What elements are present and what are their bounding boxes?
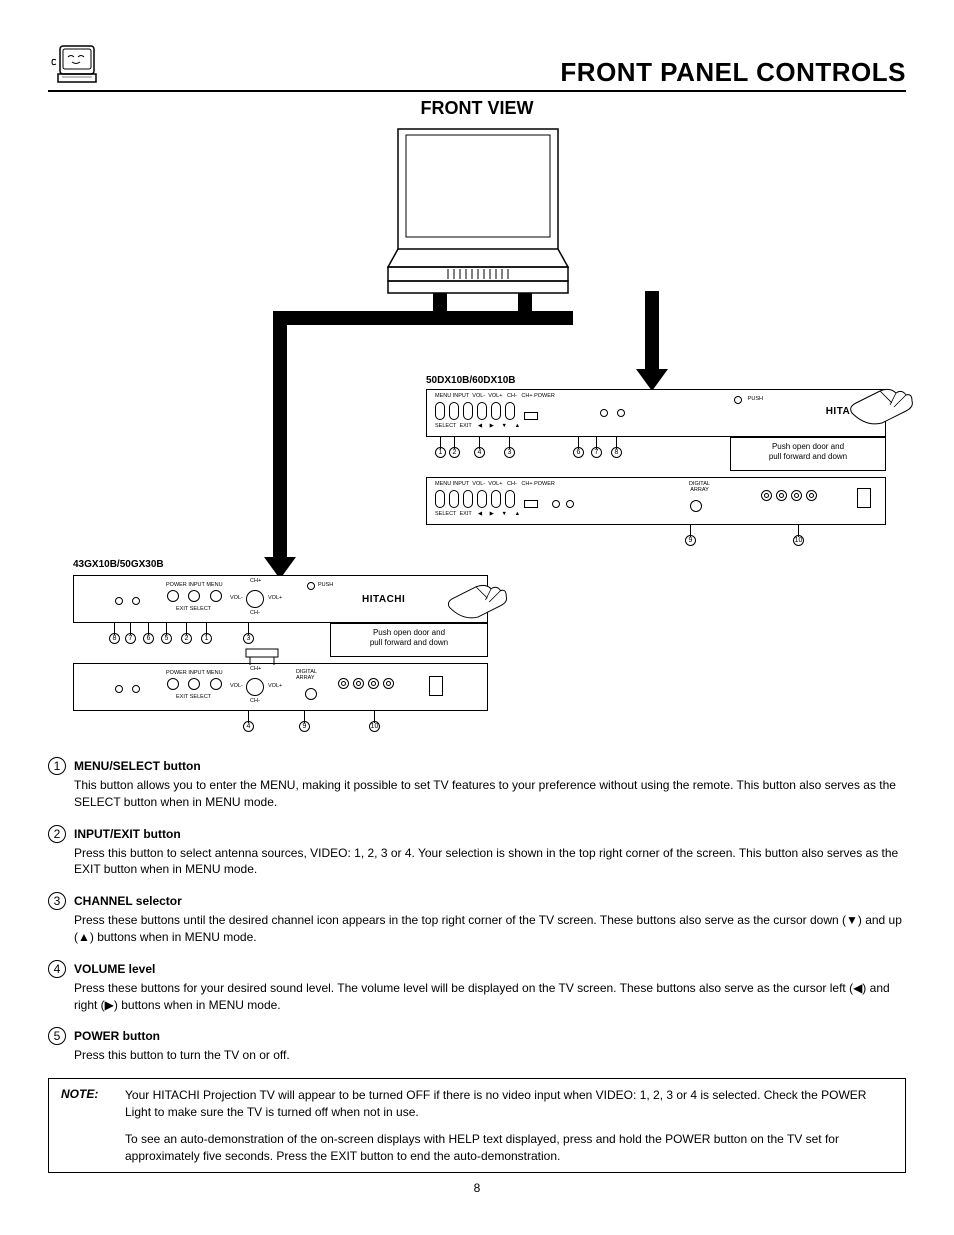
note-p2: To see an auto-demonstration of the on-s…: [125, 1131, 893, 1165]
description-item: 4 VOLUME level Press these buttons for you…: [48, 960, 906, 1014]
desc-title: CHANNEL selector: [74, 894, 182, 908]
desc-number: 5: [48, 1027, 66, 1045]
note-box: NOTE: Your HITACHI Projection TV will ap…: [48, 1078, 906, 1173]
desc-body: Press these buttons until the desired ch…: [74, 912, 906, 946]
note-label: NOTE:: [61, 1087, 105, 1121]
description-item: 1 MENU/SELECT button This button allows yo…: [48, 757, 906, 811]
desc-number: 1: [48, 757, 66, 775]
desc-number: 3: [48, 892, 66, 910]
title-rule: [48, 90, 906, 92]
description-item: 3 CHANNEL selector Press these buttons unt…: [48, 892, 906, 946]
description-list: 1 MENU/SELECT button This button allows yo…: [48, 757, 906, 1064]
desc-title: POWER button: [74, 1029, 160, 1043]
note-p1: Your HITACHI Projection TV will appear t…: [125, 1087, 893, 1121]
door-text-b: Push open door andpull forward and down: [330, 623, 488, 657]
panel-b-closed: POWER INPUT MENU EXIT SELECT VOL- VOL+ C…: [73, 575, 488, 623]
tv-front-illustration: [378, 127, 578, 297]
diagram: 50DX10B/60DX10B MENU INPUT VOL- VOL+ CH-…: [48, 127, 906, 747]
desc-body: Press this button to turn the TV on or o…: [74, 1047, 906, 1064]
desc-title: INPUT/EXIT button: [74, 827, 181, 841]
description-item: 2 INPUT/EXIT button Press this button to s…: [48, 825, 906, 879]
desc-title: MENU/SELECT button: [74, 759, 201, 773]
section-title: FRONT VIEW: [48, 98, 906, 119]
desc-body: Press these buttons for your desired sou…: [74, 980, 906, 1014]
door-flap-b: [242, 647, 282, 667]
model-a-label: 50DX10B/60DX10B: [426, 375, 516, 386]
brand-b: HITACHI: [362, 594, 405, 605]
desc-title: VOLUME level: [74, 962, 155, 976]
model-b-label: 43GX10B/50GX30B: [73, 559, 164, 570]
page-number: 8: [48, 1181, 906, 1195]
desc-number: 2: [48, 825, 66, 843]
desc-body: Press this button to select antenna sour…: [74, 845, 906, 879]
panel-a-closed: MENU INPUT VOL- VOL+ CH- CH+ POWER SELEC…: [426, 389, 886, 437]
page-title: FRONT PANEL CONTROLS: [560, 57, 906, 88]
desc-body: This button allows you to enter the MENU…: [74, 777, 906, 811]
panel-a-open: MENU INPUT VOL- VOL+ CH- CH+ POWER SELEC…: [426, 477, 886, 525]
panel-b-open: POWER INPUT MENU EXIT SELECT VOL- VOL+ C…: [73, 663, 488, 711]
hand-icon-a: [846, 383, 916, 429]
hand-icon-b: [444, 579, 510, 623]
description-item: 5 POWER button Press this button to turn t…: [48, 1027, 906, 1064]
tv-character-icon: [48, 40, 100, 88]
desc-number: 4: [48, 960, 66, 978]
door-text-a: Push open door andpull forward and down: [730, 437, 886, 471]
